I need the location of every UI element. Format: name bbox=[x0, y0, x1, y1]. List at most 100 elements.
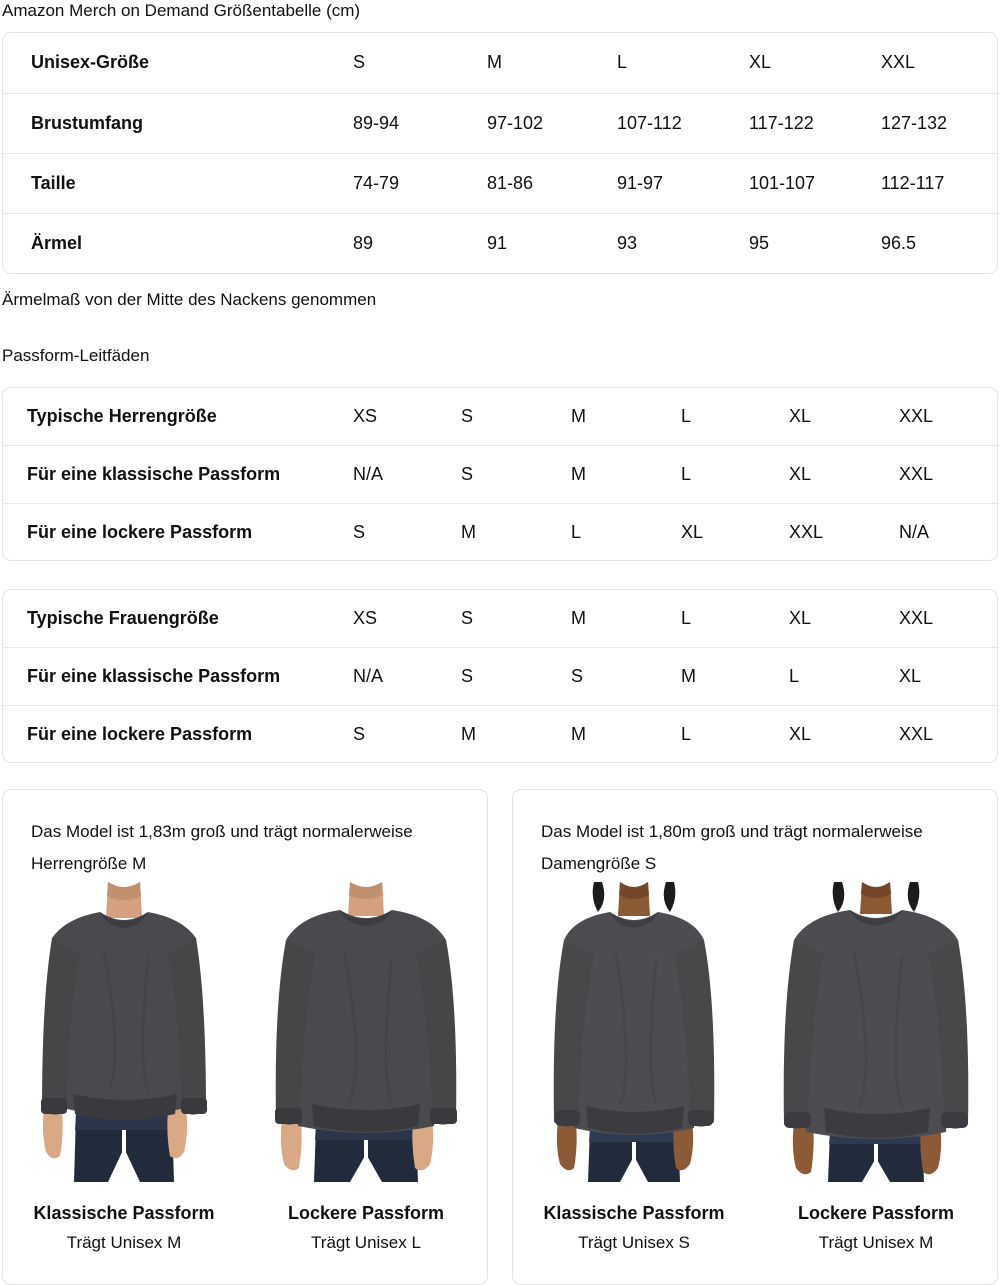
cell: L bbox=[571, 521, 582, 542]
cell: M bbox=[571, 590, 681, 649]
cell: L bbox=[789, 647, 899, 706]
table-row: Ärmel 89 91 93 95 96.5 bbox=[3, 213, 999, 273]
page-title: Amazon Merch on Demand Größentabelle (cm… bbox=[2, 1, 361, 20]
cell: XS bbox=[353, 388, 461, 447]
cell: 127-132 bbox=[881, 93, 999, 154]
cell: S bbox=[571, 647, 681, 706]
cell: 91 bbox=[487, 232, 508, 253]
cell: 112-117 bbox=[881, 153, 999, 214]
cell: M bbox=[571, 445, 681, 504]
men-relaxed-fit-labels: Lockere Passform Trägt Unisex L bbox=[245, 1198, 487, 1258]
men-classic-fit-labels: Klassische Passform Trägt Unisex M bbox=[3, 1198, 245, 1258]
cell: S bbox=[461, 590, 571, 649]
cell: N/A bbox=[353, 445, 461, 504]
cell: 107-112 bbox=[617, 93, 749, 154]
fit-guides-title: Passform-Leitfäden bbox=[2, 346, 150, 365]
cell: S bbox=[353, 521, 366, 542]
cell: 89 bbox=[353, 232, 374, 253]
cell: L bbox=[617, 33, 749, 94]
women-relaxed-fit-figure bbox=[755, 882, 997, 1182]
cell: 96.5 bbox=[881, 232, 917, 253]
row-label: Für eine klassische Passform bbox=[3, 647, 353, 706]
cell: M bbox=[681, 647, 789, 706]
cell: L bbox=[681, 388, 789, 447]
men-model-card: Das Model ist 1,83m groß und trägt norma… bbox=[2, 789, 488, 1285]
cell: 74-79 bbox=[353, 153, 487, 214]
men-relaxed-fit-figure bbox=[245, 882, 487, 1182]
female-model-classic-fit-sweatshirt-image bbox=[513, 882, 755, 1182]
male-model-classic-fit-sweatshirt-image bbox=[3, 882, 245, 1182]
cell: L bbox=[681, 445, 789, 504]
cell: 91-97 bbox=[617, 153, 749, 214]
cell: XL bbox=[899, 647, 999, 706]
cell: N/A bbox=[899, 521, 930, 542]
size-table: Unisex-Größe S M L XL XXL Brustumfang 89… bbox=[3, 33, 999, 273]
cell: 101-107 bbox=[749, 153, 881, 214]
fit-wears: Trägt Unisex L bbox=[311, 1233, 421, 1252]
cell: N/A bbox=[353, 647, 461, 706]
row-label: Taille bbox=[3, 153, 353, 214]
model-caption: Das Model ist 1,83m groß und trägt norma… bbox=[31, 822, 413, 873]
cell: XL bbox=[749, 33, 881, 94]
women-classic-fit-figure bbox=[513, 882, 755, 1182]
row-label: Für eine lockere Passform bbox=[27, 521, 253, 542]
row-label: Typische Frauengröße bbox=[3, 590, 353, 649]
cell: 95 bbox=[749, 232, 770, 253]
female-model-relaxed-fit-sweatshirt-image bbox=[755, 882, 997, 1182]
row-label: Für eine lockere Passform bbox=[27, 723, 253, 744]
women-model-card: Das Model ist 1,80m groß und trägt norma… bbox=[512, 789, 998, 1285]
women-relaxed-fit-labels: Lockere Passform Trägt Unisex M bbox=[755, 1198, 997, 1258]
cell: L bbox=[681, 723, 692, 744]
women-fit-table-card: Typische Frauengröße XS S M L XL XXL Für… bbox=[2, 589, 999, 763]
cell: S bbox=[461, 388, 571, 447]
cell: 117-122 bbox=[749, 93, 881, 154]
cell: XL bbox=[681, 521, 704, 542]
cell: S bbox=[461, 647, 571, 706]
cell: 89-94 bbox=[353, 93, 487, 154]
cell: XL bbox=[789, 590, 899, 649]
cell: S bbox=[353, 33, 487, 94]
row-label: Brustumfang bbox=[3, 93, 353, 154]
row-label: Ärmel bbox=[31, 232, 83, 253]
cell: XXL bbox=[899, 723, 934, 744]
fit-name: Klassische Passform bbox=[543, 1203, 725, 1223]
cell: XL bbox=[789, 445, 899, 504]
fit-name: Lockere Passform bbox=[797, 1203, 955, 1223]
cell: XL bbox=[789, 388, 899, 447]
fit-wears: Trägt Unisex M bbox=[818, 1233, 934, 1252]
table-row: Für eine klassische Passform N/A S S M L… bbox=[3, 647, 999, 706]
cell: S bbox=[353, 723, 366, 744]
women-label-row: Klassische Passform Trägt Unisex S Locke… bbox=[513, 1198, 997, 1258]
cell: M bbox=[571, 388, 681, 447]
fit-name: Klassische Passform bbox=[33, 1203, 215, 1223]
model-caption: Das Model ist 1,80m groß und trägt norma… bbox=[541, 822, 923, 873]
cell: M bbox=[461, 723, 476, 744]
men-classic-fit-figure bbox=[3, 882, 245, 1182]
table-row: Für eine lockere Passform S M L XL XXL N… bbox=[3, 503, 999, 561]
cell: XXL bbox=[899, 590, 999, 649]
table-row: Für eine klassische Passform N/A S M L X… bbox=[3, 445, 999, 504]
table-row: Typische Herrengröße XS S M L XL XXL bbox=[3, 388, 999, 447]
cell: M bbox=[571, 723, 586, 744]
cell: 97-102 bbox=[487, 93, 617, 154]
cell: XXL bbox=[881, 33, 999, 94]
cell: XXL bbox=[899, 445, 999, 504]
cell: M bbox=[461, 521, 476, 542]
table-row: Taille 74-79 81-86 91-97 101-107 112-117 bbox=[3, 153, 999, 214]
cell: S bbox=[461, 445, 571, 504]
table-row: Typische Frauengröße XS S M L XL XXL bbox=[3, 590, 999, 649]
cell: XL bbox=[789, 723, 812, 744]
cell: XXL bbox=[899, 388, 999, 447]
women-figure-row bbox=[513, 882, 997, 1182]
men-label-row: Klassische Passform Trägt Unisex M Locke… bbox=[3, 1198, 487, 1258]
table-row: Für eine lockere Passform S M M L XL XXL bbox=[3, 705, 999, 763]
cell: 81-86 bbox=[487, 153, 617, 214]
fit-wears: Trägt Unisex M bbox=[66, 1233, 182, 1252]
men-figure-row bbox=[3, 882, 487, 1182]
fit-wears: Trägt Unisex S bbox=[578, 1233, 690, 1252]
cell: XXL bbox=[789, 521, 824, 542]
cell: M bbox=[487, 33, 617, 94]
row-label: Typische Herrengröße bbox=[3, 388, 353, 447]
row-label: Für eine klassische Passform bbox=[3, 445, 353, 504]
